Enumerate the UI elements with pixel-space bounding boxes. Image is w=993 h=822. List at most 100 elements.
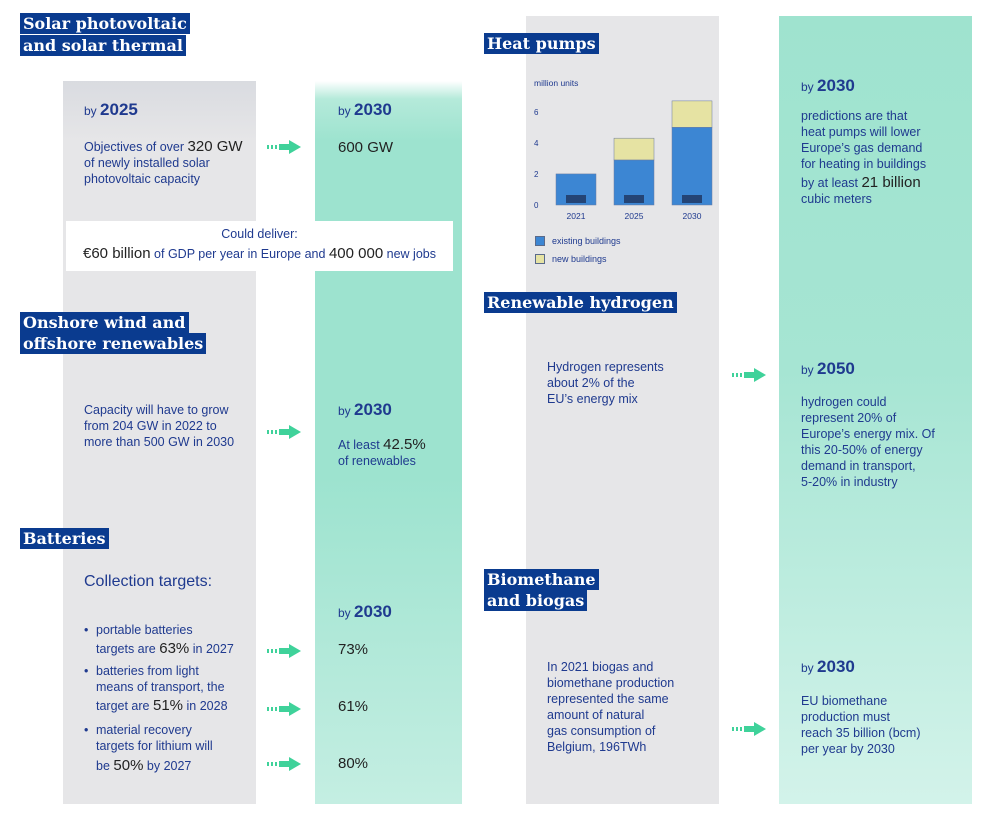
wind-of-renewables: of renewables	[338, 454, 416, 468]
building-icon	[624, 195, 644, 203]
battery-target-1: 73%	[338, 641, 369, 658]
chart-ytick-label: 2	[534, 170, 539, 179]
solar-callout: Could deliver: €60 billion of GDP per ye…	[66, 221, 453, 271]
objectives-gw: 320 GW	[187, 138, 243, 155]
wind-section-title: Onshore wind and	[20, 312, 189, 333]
b3-pct: 50%	[113, 757, 144, 774]
wind-by-2030: by 2030	[338, 400, 392, 420]
cubic-meters: cubic meters	[801, 192, 872, 206]
biomethane-right-text: EU biomethane production must reach 35 b…	[801, 693, 966, 757]
wind-year: 2030	[354, 400, 392, 419]
h-left-2: about 2% of the	[547, 376, 635, 390]
h-r2: represent 20% of	[801, 411, 897, 425]
biomethane-by-2030: by 2030	[801, 657, 855, 677]
chart-ytick-label: 4	[534, 139, 539, 148]
year-2025: 2025	[100, 100, 138, 119]
legend-existing-swatch	[535, 236, 545, 246]
b2-line3: target are 51% in 2028	[96, 698, 261, 714]
bar-existing-buildings	[671, 127, 713, 206]
solar-2030-panel	[315, 81, 462, 804]
solar-title-line1: Solar photovoltaic	[23, 14, 187, 33]
objectives-post-2: photovoltaic capacity	[84, 172, 201, 186]
h-r5: demand in transport,	[801, 459, 916, 473]
solar-target-2030: 600 GW	[338, 139, 394, 156]
b-l5: gas consumption of	[547, 724, 656, 738]
b-l6: Belgium, 196TWh	[547, 740, 647, 754]
solar-objectives: Objectives of over 320 GW of newly insta…	[84, 139, 259, 187]
wind-title-line2: offshore renewables	[23, 334, 204, 353]
legend-new-label: new buildings	[552, 254, 607, 264]
battery-item-lithium: material recovery targets for lithium wi…	[84, 722, 261, 754]
solar-section-title-2: and solar thermal	[20, 35, 186, 56]
h-r1: hydrogen could	[801, 395, 887, 409]
biomethane-left-text: In 2021 biogas and biomethane production…	[547, 659, 712, 755]
building-icon	[566, 195, 586, 203]
wind-at-least: At least	[338, 438, 380, 452]
chart-ytick-label: 6	[534, 108, 539, 117]
battery-item-light-transport: batteries from light means of transport,…	[84, 663, 261, 714]
by-word: by	[338, 404, 351, 418]
heat-pumps-year: 2030	[817, 76, 855, 95]
heat-pumps-by-2030: by 2030	[801, 76, 855, 96]
heat-pumps-right-panel	[779, 16, 972, 804]
objectives-pre: Objectives of over	[84, 140, 185, 154]
wind-section-title-2: offshore renewables	[20, 333, 207, 354]
battery-arrow-1-icon	[267, 644, 301, 658]
wind-arrow-icon	[267, 425, 301, 439]
b1-pre: targets are	[96, 642, 156, 656]
b3-post: by 2027	[146, 759, 192, 773]
biomethane-section-title-2: and biogas	[484, 590, 588, 611]
b-r2: production must	[801, 710, 890, 724]
by-word: by	[801, 661, 814, 675]
heat-pumps-prediction: predictions are that heat pumps will low…	[801, 108, 966, 207]
heat-pumps-section-title: Heat pumps	[484, 33, 599, 54]
b3-line2: targets for lithium will	[96, 739, 213, 753]
building-icon	[682, 195, 702, 203]
hydrogen-arrow-icon	[732, 368, 766, 382]
bar-new-buildings	[613, 137, 655, 161]
wind-left-line3: more than 500 GW in 2030	[84, 435, 235, 449]
by-word: by	[801, 80, 814, 94]
batteries-collection-heading: Collection targets:	[84, 573, 213, 590]
chart-xtick-label: 2030	[683, 211, 702, 221]
chart-ytick-label: 0	[534, 201, 539, 210]
batteries-by-2030: by 2030	[338, 602, 392, 622]
solar-arrow-icon	[267, 140, 301, 154]
wind-title-line1: Onshore wind and	[23, 313, 186, 332]
callout-gdp: €60 billion	[83, 245, 151, 262]
biomethane-section-title: Biomethane	[484, 569, 599, 590]
h-left-1: Hydrogen represents	[547, 360, 664, 374]
biomethane-arrow-icon	[732, 722, 766, 736]
battery-arrow-2-icon	[267, 702, 301, 716]
bio-title-line1: Biomethane	[487, 570, 596, 589]
solar-title-line2: and solar thermal	[23, 36, 183, 55]
wind-capacity-text: Capacity will have to grow from 204 GW i…	[84, 402, 259, 450]
bar-new-buildings	[671, 100, 713, 128]
legend-new-swatch	[535, 254, 545, 264]
b-r1: EU biomethane	[801, 694, 888, 708]
wind-pct: 42.5%	[383, 436, 426, 453]
b2-pre: target are	[96, 699, 150, 713]
by-word: by	[338, 104, 351, 118]
chart-xticks: 2021 2025 2030	[567, 211, 702, 221]
legend-existing-label: existing buildings	[552, 236, 621, 246]
b-r3: reach 35 billion (bcm)	[801, 726, 921, 740]
by-word: by	[338, 606, 351, 620]
h-left-3: EU’s energy mix	[547, 392, 638, 406]
h-r6: 5-20% in industry	[801, 475, 898, 489]
pred-line1: predictions are that	[801, 109, 908, 123]
chart-xtick-label: 2021	[567, 211, 586, 221]
solar-by-2030: by 2030	[338, 100, 392, 120]
callout-jobs: 400 000	[328, 245, 384, 262]
b-l2: biomethane production	[547, 676, 675, 690]
b-l3: represented the same	[547, 692, 669, 706]
hydrogen-section-title: Renewable hydrogen	[484, 292, 677, 313]
wind-left-line1: Capacity will have to grow	[84, 403, 229, 417]
b3-pre: be	[96, 759, 110, 773]
batteries-year: 2030	[354, 602, 392, 621]
pred-line5: by at least 21 billion	[801, 175, 966, 191]
b-l1: In 2021 biogas and	[547, 660, 654, 674]
callout-line2: €60 billion of GDP per year in Europe an…	[66, 245, 453, 262]
wind-target: At least 42.5% of renewables	[338, 437, 458, 469]
h-r4: this 20-50% of energy	[801, 443, 923, 457]
